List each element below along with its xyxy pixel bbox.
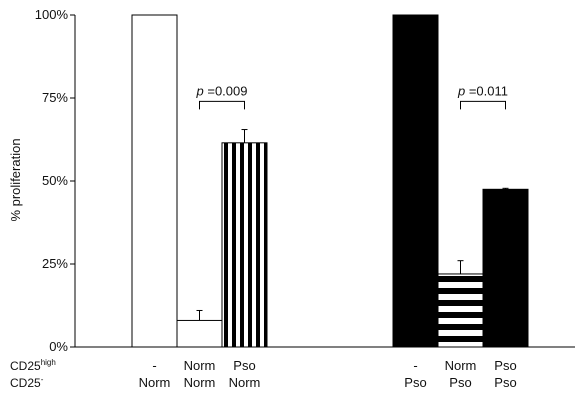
p-value-label: p =0.009 (196, 83, 248, 98)
p-value-symbol: p (457, 83, 465, 98)
p-value-label: p =0.011 (457, 83, 508, 98)
category-label-cd25-high: Pso (233, 358, 255, 373)
category-label-cd25-neg: Norm (184, 375, 216, 390)
y-tick-label: 0% (49, 339, 68, 354)
row-header-cd25-neg: CD25- (10, 375, 44, 390)
y-axis-title: % proliferation (8, 138, 23, 221)
y-tick-label: 25% (42, 256, 68, 271)
bar (482, 188, 529, 348)
bar (392, 14, 439, 348)
category-labels: - Norm Norm Norm Pso Norm - Pso Norm Pso Pso Pso (139, 358, 517, 390)
annotation-group: p =0.009 p =0.011 (196, 83, 508, 110)
category-label-cd25-neg: Norm (139, 375, 171, 390)
significance-bracket (199, 100, 245, 110)
y-tick-label: 50% (42, 173, 68, 188)
y-tick-label: 100% (35, 7, 69, 22)
row-header-cd25-neg-superscript: - (41, 375, 44, 384)
category-label-cd25-high: Norm (445, 358, 477, 373)
category-label-cd25-high: Norm (184, 358, 216, 373)
p-value-symbol: p (196, 83, 204, 98)
row-header-cd25-high: CD25high (10, 358, 56, 373)
row-header-cd25-high-main: CD25 (10, 359, 41, 373)
significance-bracket (460, 100, 506, 110)
p-value-text: =0.011 (465, 83, 508, 98)
row-header-cd25-neg-main: CD25 (10, 376, 41, 390)
y-tick-label: 75% (42, 90, 68, 105)
row-header-cd25-high-superscript: high (41, 358, 56, 367)
bar (131, 14, 178, 348)
category-label-cd25-high: Pso (494, 358, 516, 373)
bar (221, 142, 268, 348)
category-label-cd25-neg: Norm (229, 375, 261, 390)
p-value-text: =0.009 (204, 83, 248, 98)
bar (176, 319, 223, 348)
category-label-cd25-neg: Pso (494, 375, 516, 390)
category-label-cd25-neg: Pso (404, 375, 426, 390)
bar (437, 273, 484, 348)
bar-group (131, 14, 529, 348)
category-label-cd25-high: - (152, 358, 156, 373)
category-label-cd25-high: - (413, 358, 417, 373)
category-label-cd25-neg: Pso (449, 375, 471, 390)
category-row-headers: CD25high CD25- (10, 358, 56, 390)
